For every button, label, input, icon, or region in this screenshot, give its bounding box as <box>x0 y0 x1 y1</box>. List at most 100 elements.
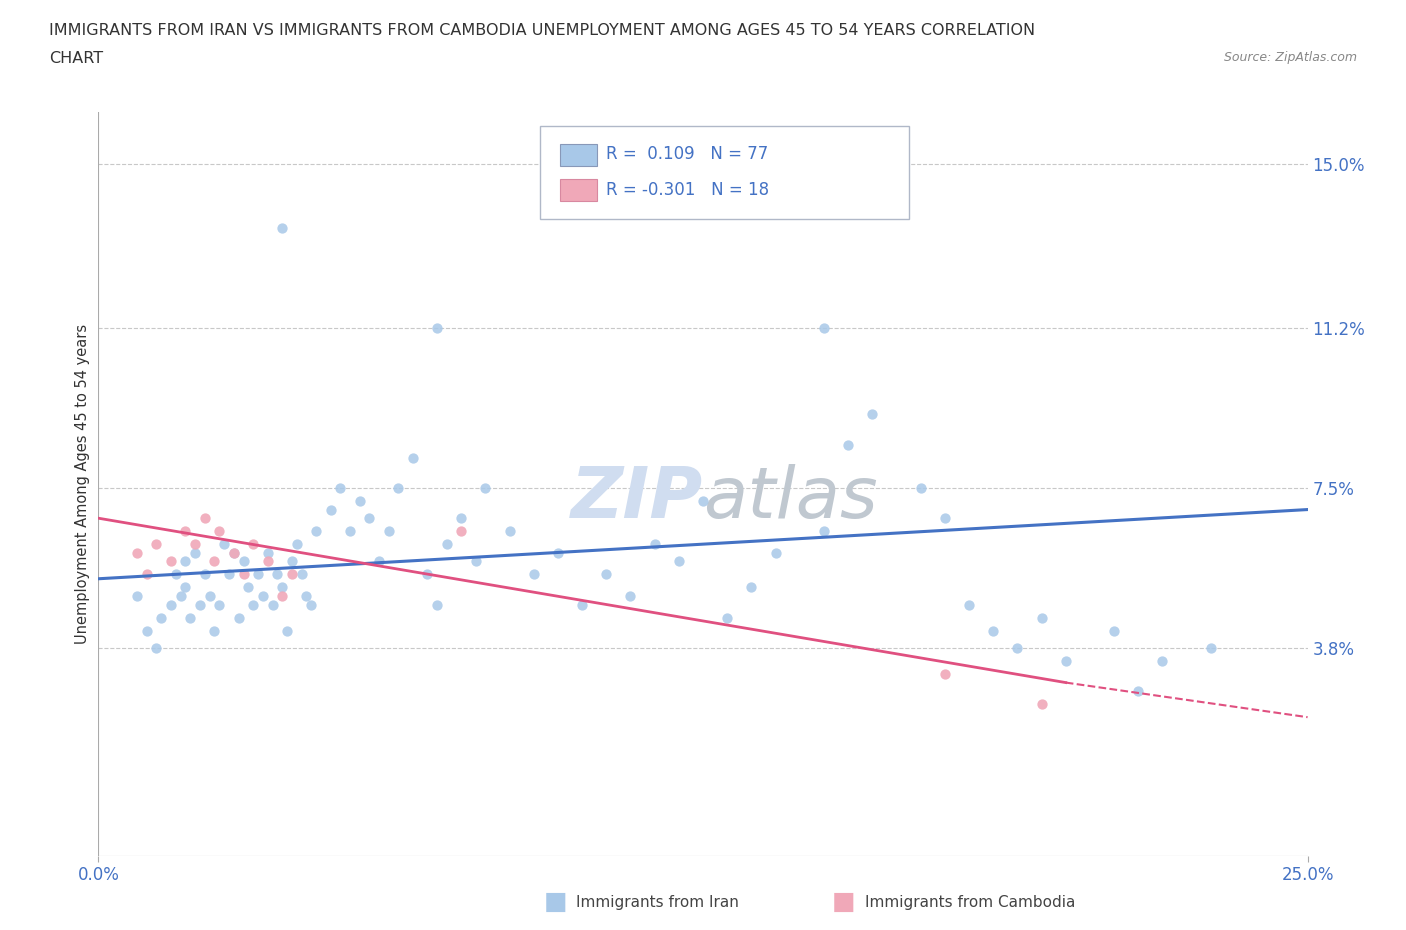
Point <box>145 537 167 551</box>
Point <box>1031 610 1053 625</box>
Point <box>160 554 183 569</box>
Point <box>1102 623 1125 638</box>
Text: ■: ■ <box>832 890 855 914</box>
Point <box>349 494 371 509</box>
Point <box>644 537 666 551</box>
Point <box>377 524 399 538</box>
Point <box>242 597 264 612</box>
Text: Source: ZipAtlas.com: Source: ZipAtlas.com <box>1223 51 1357 64</box>
Point <box>910 481 932 496</box>
Point <box>416 567 439 582</box>
Point <box>238 580 260 595</box>
Point <box>426 597 449 612</box>
FancyBboxPatch shape <box>561 143 596 166</box>
Text: Immigrants from Iran: Immigrants from Iran <box>576 895 740 910</box>
Point <box>242 537 264 551</box>
Point <box>1152 654 1174 669</box>
Point <box>359 511 381 525</box>
Point <box>160 597 183 612</box>
Text: Immigrants from Cambodia: Immigrants from Cambodia <box>865 895 1076 910</box>
Point <box>339 524 361 538</box>
Point <box>135 567 157 582</box>
Point <box>232 554 254 569</box>
Point <box>450 511 472 525</box>
Point <box>232 567 254 582</box>
Point <box>266 567 288 582</box>
Point <box>208 524 231 538</box>
Point <box>281 554 304 569</box>
Point <box>1199 641 1222 656</box>
Point <box>247 567 270 582</box>
Point <box>204 623 226 638</box>
Point <box>813 321 835 336</box>
Y-axis label: Unemployment Among Ages 45 to 54 years: Unemployment Among Ages 45 to 54 years <box>75 324 90 644</box>
Point <box>194 567 217 582</box>
Point <box>436 537 458 551</box>
Point <box>981 623 1004 638</box>
Point <box>222 545 245 560</box>
Point <box>127 589 149 604</box>
Point <box>387 481 409 496</box>
Point <box>299 597 322 612</box>
Point <box>281 567 304 582</box>
Text: IMMIGRANTS FROM IRAN VS IMMIGRANTS FROM CAMBODIA UNEMPLOYMENT AMONG AGES 45 TO 5: IMMIGRANTS FROM IRAN VS IMMIGRANTS FROM … <box>49 23 1035 38</box>
Text: R = -0.301   N = 18: R = -0.301 N = 18 <box>606 180 769 199</box>
Point <box>571 597 593 612</box>
Point <box>1128 684 1150 698</box>
Point <box>208 597 231 612</box>
Point <box>426 321 449 336</box>
Text: CHART: CHART <box>49 51 103 66</box>
Point <box>127 545 149 560</box>
Text: ■: ■ <box>544 890 567 914</box>
Point <box>523 567 546 582</box>
Point <box>184 537 207 551</box>
Point <box>228 610 250 625</box>
Point <box>174 554 197 569</box>
FancyBboxPatch shape <box>540 126 908 219</box>
Point <box>402 450 425 465</box>
Point <box>319 502 342 517</box>
Point <box>256 554 278 569</box>
Point <box>813 524 835 538</box>
Text: R =  0.109   N = 77: R = 0.109 N = 77 <box>606 145 769 163</box>
Point <box>498 524 520 538</box>
Point <box>222 545 245 560</box>
Text: atlas: atlas <box>703 464 877 533</box>
Point <box>957 597 980 612</box>
Point <box>716 610 738 625</box>
Point <box>150 610 173 625</box>
Point <box>474 481 496 496</box>
Point <box>934 511 956 525</box>
Point <box>179 610 201 625</box>
Point <box>174 580 197 595</box>
Point <box>184 545 207 560</box>
Point <box>212 537 235 551</box>
Point <box>169 589 191 604</box>
Point <box>276 623 298 638</box>
Point <box>135 623 157 638</box>
Point <box>165 567 187 582</box>
Point <box>368 554 391 569</box>
Point <box>595 567 617 582</box>
Point <box>285 537 308 551</box>
Point <box>271 589 294 604</box>
Point <box>194 511 217 525</box>
Point <box>464 554 486 569</box>
Point <box>740 580 762 595</box>
Point <box>305 524 328 538</box>
Point <box>174 524 197 538</box>
FancyBboxPatch shape <box>561 179 596 201</box>
Point <box>1007 641 1029 656</box>
Point <box>252 589 274 604</box>
Point <box>188 597 211 612</box>
Point <box>668 554 690 569</box>
Point <box>1031 697 1053 711</box>
Point <box>262 597 284 612</box>
Point <box>837 437 859 452</box>
Point <box>934 667 956 682</box>
Point <box>619 589 641 604</box>
Point <box>547 545 569 560</box>
Point <box>290 567 312 582</box>
Point <box>218 567 240 582</box>
Point <box>271 580 294 595</box>
